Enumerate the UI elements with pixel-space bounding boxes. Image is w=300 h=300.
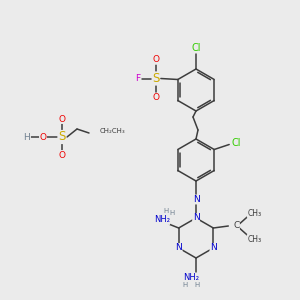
Text: O: O [40,133,46,142]
Text: H: H [169,210,174,216]
Text: NH₂: NH₂ [183,274,199,283]
Text: N: N [193,195,200,204]
Text: H: H [163,208,168,214]
Text: CH₃: CH₃ [247,235,261,244]
Text: Cl: Cl [231,137,241,148]
Text: O: O [152,93,159,102]
Text: NH₂: NH₂ [154,215,170,224]
Text: N: N [175,244,182,253]
Text: N: N [193,214,200,223]
Text: O: O [58,115,65,124]
Text: H: H [24,133,30,142]
Text: C: C [233,221,239,230]
Text: O: O [58,151,65,160]
Text: CH₂CH₃: CH₂CH₃ [100,128,126,134]
Text: O: O [152,55,159,64]
Text: S: S [152,72,160,85]
Text: CH₃: CH₃ [247,208,261,217]
Text: N: N [210,244,217,253]
Text: H: H [194,282,200,288]
Text: F: F [135,74,140,83]
Text: S: S [58,130,66,143]
Text: Cl: Cl [191,43,201,53]
Text: H: H [182,282,188,288]
